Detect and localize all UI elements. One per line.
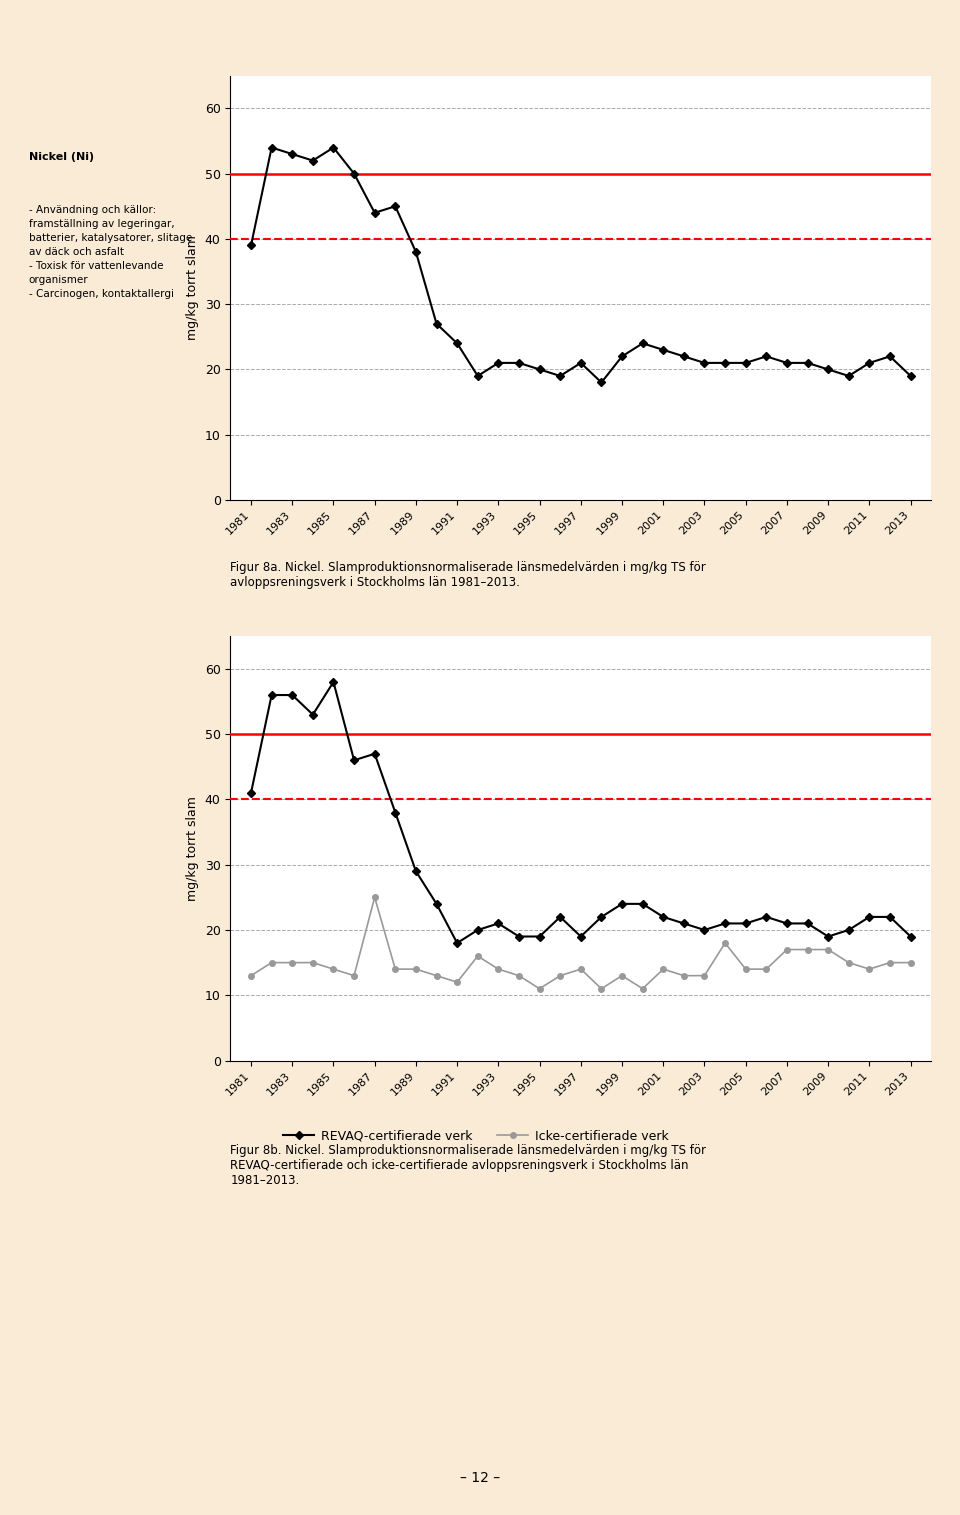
Legend: REVAQ-certifierade verk, Icke-certifierade verk: REVAQ-certifierade verk, Icke-certifiera… <box>278 1124 673 1147</box>
Text: Nickel (Ni): Nickel (Ni) <box>29 152 94 162</box>
Icke-certifierade verk <box>286 953 298 971</box>
REVAQ-certifierade verk <box>348 751 360 770</box>
REVAQ-certifierade verk <box>678 915 689 933</box>
Text: Figur 8b. Nickel. Slamproduktionsnormaliserade länsmedelvärden i mg/kg TS för
RE: Figur 8b. Nickel. Slamproduktionsnormali… <box>230 1144 707 1186</box>
REVAQ-certifierade verk <box>595 907 607 926</box>
Icke-certifierade verk <box>636 980 648 998</box>
REVAQ-certifierade verk <box>699 921 710 939</box>
Icke-certifierade verk <box>781 941 793 959</box>
Y-axis label: mg/kg torrt slam: mg/kg torrt slam <box>186 235 199 341</box>
REVAQ-certifierade verk <box>843 921 854 939</box>
REVAQ-certifierade verk <box>740 915 752 933</box>
REVAQ-certifierade verk <box>781 915 793 933</box>
Text: – 12 –: – 12 – <box>460 1471 500 1485</box>
Y-axis label: mg/kg torrt slam: mg/kg torrt slam <box>186 795 199 901</box>
Icke-certifierade verk <box>719 933 731 951</box>
REVAQ-certifierade verk <box>472 921 484 939</box>
REVAQ-certifierade verk <box>245 783 256 801</box>
Icke-certifierade verk <box>575 961 587 979</box>
REVAQ-certifierade verk <box>905 927 917 945</box>
Icke-certifierade verk <box>431 967 443 985</box>
REVAQ-certifierade verk <box>266 686 277 704</box>
Icke-certifierade verk <box>245 967 256 985</box>
Icke-certifierade verk <box>740 961 752 979</box>
Icke-certifierade verk <box>410 961 421 979</box>
Icke-certifierade verk <box>472 947 484 965</box>
Icke-certifierade verk <box>864 961 876 979</box>
REVAQ-certifierade verk <box>451 933 463 951</box>
Icke-certifierade verk <box>616 967 628 985</box>
REVAQ-certifierade verk <box>555 907 566 926</box>
REVAQ-certifierade verk <box>864 907 876 926</box>
Icke-certifierade verk <box>534 980 545 998</box>
REVAQ-certifierade verk <box>658 907 669 926</box>
Icke-certifierade verk <box>514 967 525 985</box>
Icke-certifierade verk <box>327 961 339 979</box>
Icke-certifierade verk <box>348 967 360 985</box>
Icke-certifierade verk <box>595 980 607 998</box>
Icke-certifierade verk <box>555 967 566 985</box>
REVAQ-certifierade verk <box>616 895 628 914</box>
REVAQ-certifierade verk <box>410 862 421 880</box>
Icke-certifierade verk <box>823 941 834 959</box>
Icke-certifierade verk <box>266 953 277 971</box>
Icke-certifierade verk <box>760 961 772 979</box>
REVAQ-certifierade verk <box>369 745 380 764</box>
REVAQ-certifierade verk <box>823 927 834 945</box>
Icke-certifierade verk <box>369 888 380 906</box>
REVAQ-certifierade verk <box>431 895 443 914</box>
REVAQ-certifierade verk <box>514 927 525 945</box>
Icke-certifierade verk <box>390 961 401 979</box>
Line: REVAQ-certifierade verk: REVAQ-certifierade verk <box>249 679 913 945</box>
REVAQ-certifierade verk <box>719 915 731 933</box>
REVAQ-certifierade verk <box>286 686 298 704</box>
REVAQ-certifierade verk <box>307 706 319 724</box>
REVAQ-certifierade verk <box>760 907 772 926</box>
Icke-certifierade verk <box>451 973 463 991</box>
Icke-certifierade verk <box>658 961 669 979</box>
Icke-certifierade verk <box>307 953 319 971</box>
Icke-certifierade verk <box>492 961 504 979</box>
REVAQ-certifierade verk <box>390 803 401 821</box>
REVAQ-certifierade verk <box>636 895 648 914</box>
Line: Icke-certifierade verk: Icke-certifierade verk <box>249 894 913 991</box>
Text: Figur 8a. Nickel. Slamproduktionsnormaliserade länsmedelvärden i mg/kg TS för
av: Figur 8a. Nickel. Slamproduktionsnormali… <box>230 561 707 588</box>
Icke-certifierade verk <box>905 953 917 971</box>
Text: - Användning och källor:
framställning av legeringar,
batterier, katalysatorer, : - Användning och källor: framställning a… <box>29 205 192 298</box>
REVAQ-certifierade verk <box>534 927 545 945</box>
REVAQ-certifierade verk <box>327 673 339 691</box>
Icke-certifierade verk <box>884 953 896 971</box>
Icke-certifierade verk <box>843 953 854 971</box>
Icke-certifierade verk <box>802 941 813 959</box>
REVAQ-certifierade verk <box>575 927 587 945</box>
REVAQ-certifierade verk <box>802 915 813 933</box>
REVAQ-certifierade verk <box>884 907 896 926</box>
Icke-certifierade verk <box>699 967 710 985</box>
REVAQ-certifierade verk <box>492 915 504 933</box>
Icke-certifierade verk <box>678 967 689 985</box>
